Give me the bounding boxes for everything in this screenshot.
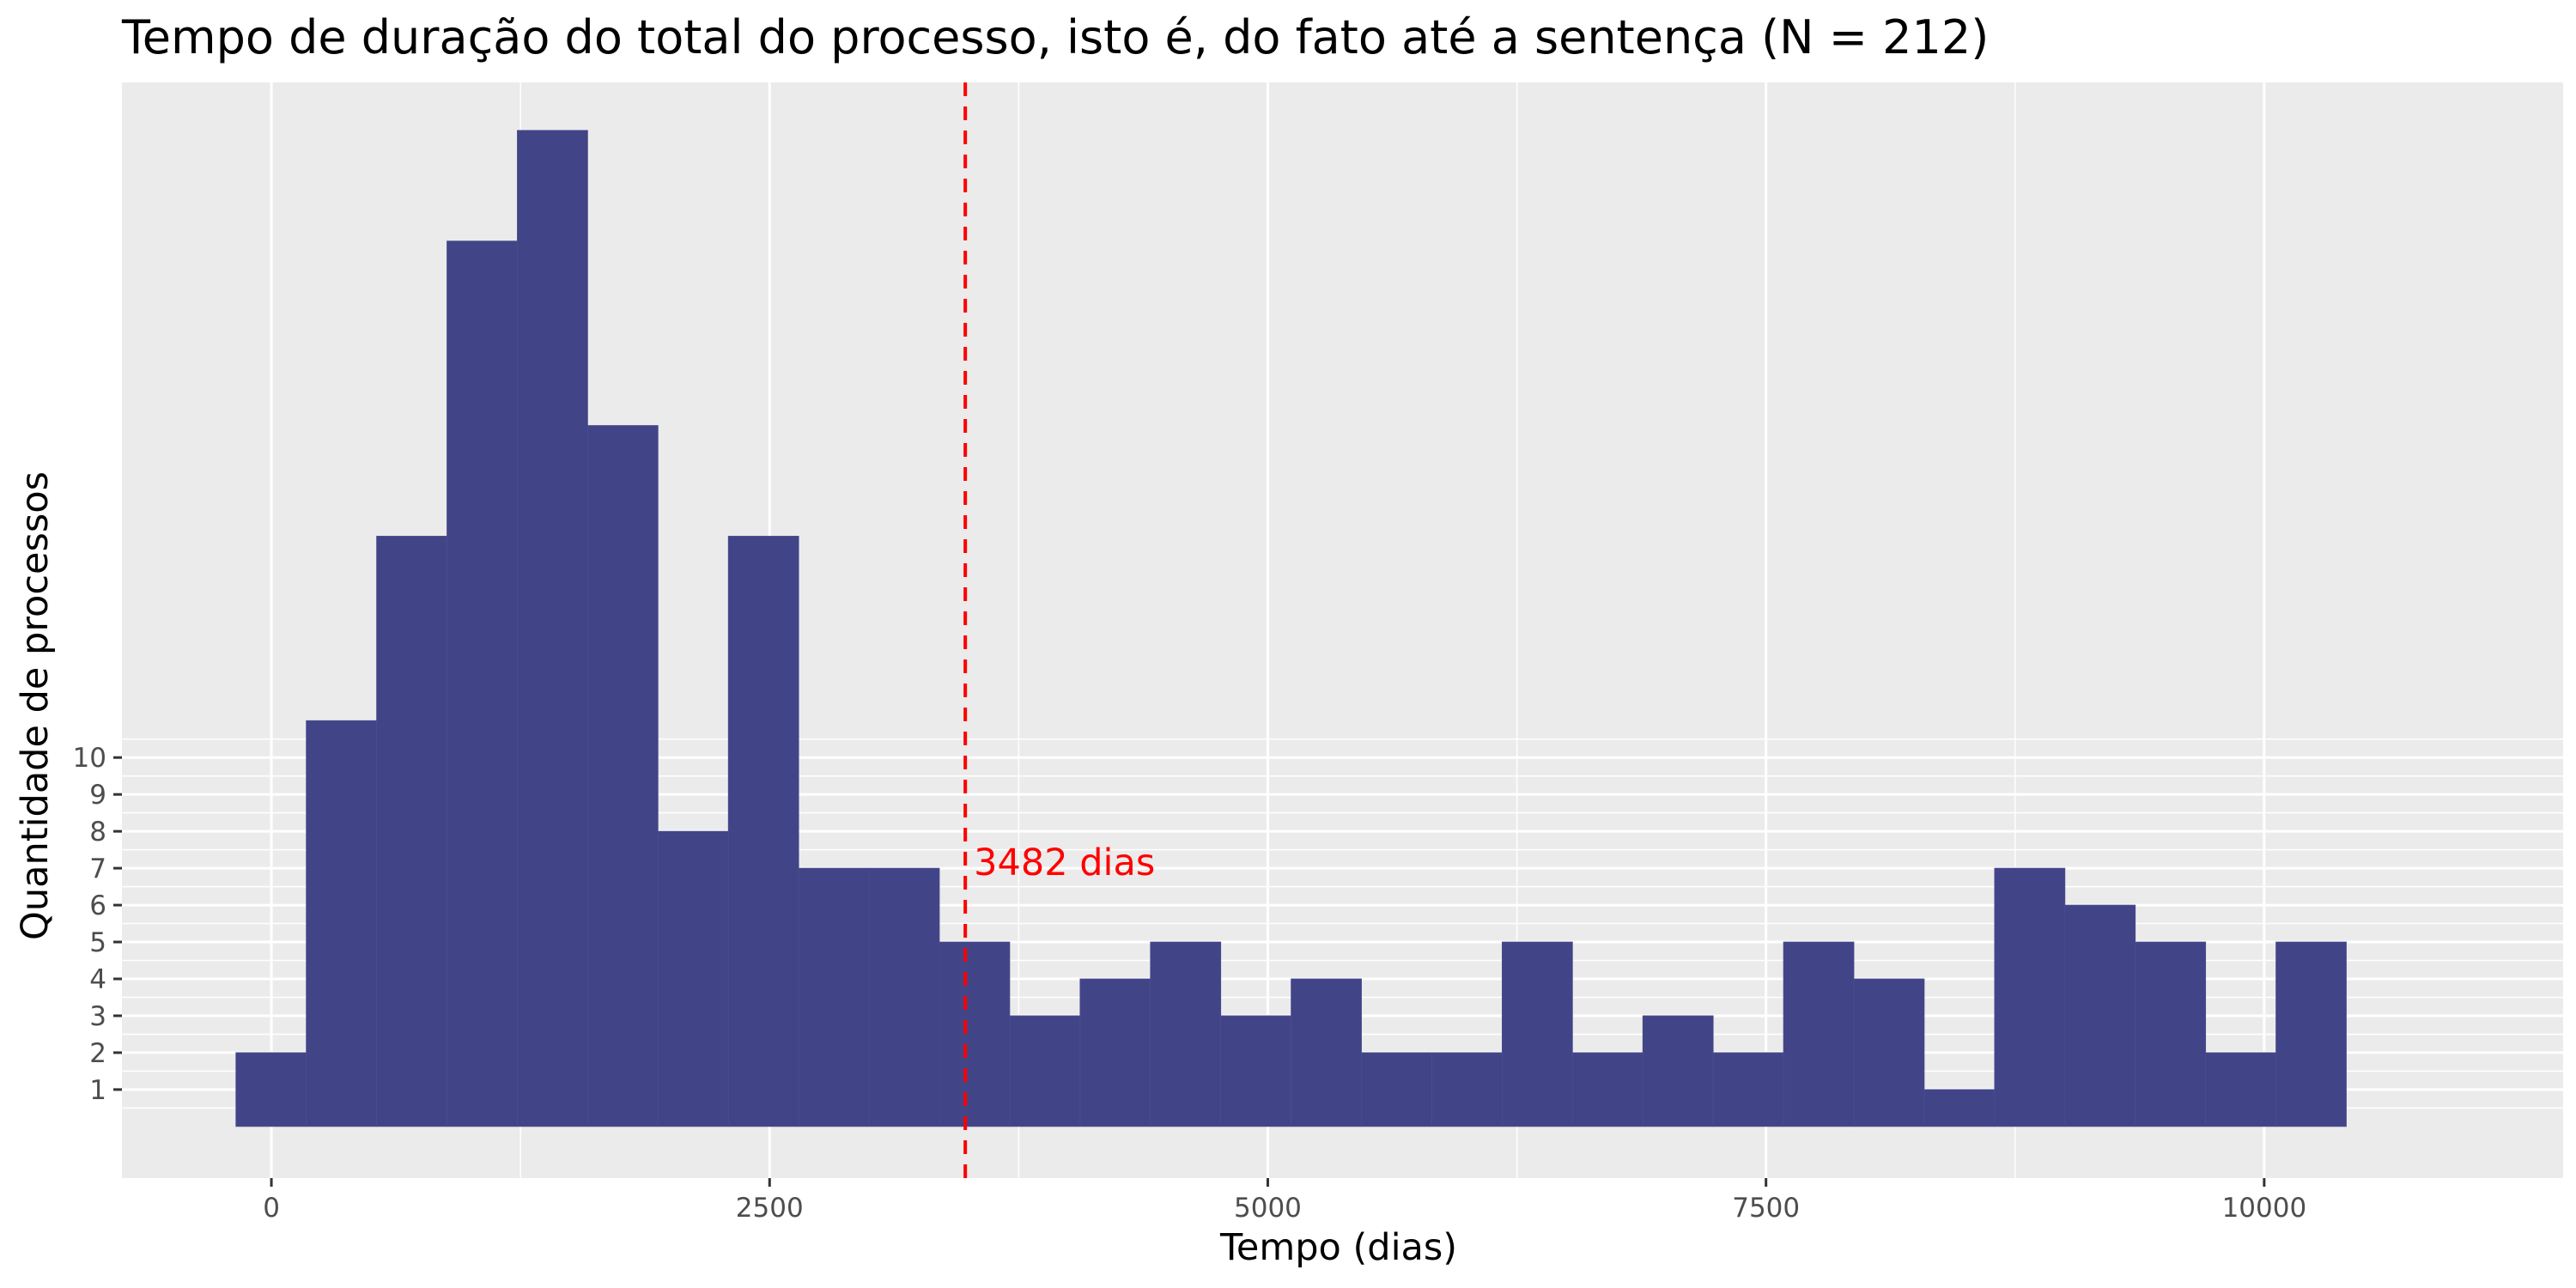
y-axis-label: Quantidade de processos bbox=[14, 471, 57, 940]
histogram-bar bbox=[1783, 941, 1855, 1127]
reference-line-label: 3482 dias bbox=[974, 841, 1155, 884]
histogram-bar bbox=[2275, 941, 2347, 1127]
y-axis-ticks: 1 2 3 4 5 6 7 8 9 10 bbox=[73, 743, 122, 1106]
y-tick-label: 5 bbox=[89, 927, 106, 958]
histogram-bar bbox=[1361, 1052, 1432, 1127]
y-tick-label: 2 bbox=[89, 1038, 106, 1069]
x-axis-label: Tempo (dias) bbox=[1219, 1226, 1457, 1269]
y-tick-label: 7 bbox=[89, 854, 106, 884]
histogram-bar bbox=[727, 536, 799, 1127]
y-tick-label: 1 bbox=[89, 1075, 106, 1106]
x-tick-label: 10000 bbox=[2222, 1193, 2307, 1224]
histogram-bar bbox=[2064, 904, 2136, 1127]
histogram-bar bbox=[1150, 941, 1222, 1127]
histogram-bar bbox=[1642, 1015, 1714, 1127]
histogram-bars bbox=[235, 130, 2347, 1127]
histogram-bar bbox=[1291, 978, 1362, 1127]
x-tick-label: 0 bbox=[263, 1193, 280, 1224]
histogram-bar bbox=[1853, 978, 1925, 1127]
histogram-bar bbox=[2135, 941, 2207, 1127]
chart-title: Tempo de duração do total do processo, i… bbox=[121, 10, 1989, 64]
y-tick-label: 9 bbox=[89, 780, 106, 811]
y-tick-label: 3 bbox=[89, 1001, 106, 1032]
histogram-bar bbox=[1009, 1015, 1081, 1127]
histogram-bar bbox=[1501, 941, 1573, 1127]
histogram-bar bbox=[1431, 1052, 1503, 1127]
histogram-bar bbox=[447, 240, 518, 1127]
histogram-bar bbox=[517, 130, 588, 1127]
histogram-bar bbox=[376, 536, 447, 1127]
histogram-bar bbox=[586, 425, 659, 1127]
y-tick-label: 10 bbox=[73, 743, 106, 774]
histogram-bar bbox=[1923, 1089, 1996, 1127]
x-tick-label: 5000 bbox=[1234, 1193, 1302, 1224]
y-tick-label: 4 bbox=[89, 964, 106, 995]
histogram-bar bbox=[1571, 1052, 1643, 1127]
histogram-bar bbox=[2205, 1052, 2276, 1127]
x-tick-label: 2500 bbox=[736, 1193, 804, 1224]
histogram-bar bbox=[657, 830, 729, 1127]
x-axis-ticks: 0 2500 5000 7500 10000 bbox=[263, 1178, 2306, 1224]
histogram-bar bbox=[1220, 1015, 1292, 1127]
histogram-bar bbox=[1994, 867, 2066, 1127]
histogram-bar bbox=[1079, 978, 1151, 1127]
histogram-bar bbox=[1712, 1052, 1784, 1127]
y-tick-label: 8 bbox=[89, 817, 106, 848]
histogram-bar bbox=[868, 867, 940, 1127]
x-tick-label: 7500 bbox=[1732, 1193, 1800, 1224]
histogram-bar bbox=[939, 941, 1011, 1127]
histogram-bar bbox=[235, 1052, 307, 1127]
histogram-bar bbox=[798, 867, 870, 1127]
y-tick-label: 6 bbox=[89, 890, 106, 921]
histogram-bar bbox=[306, 720, 378, 1127]
